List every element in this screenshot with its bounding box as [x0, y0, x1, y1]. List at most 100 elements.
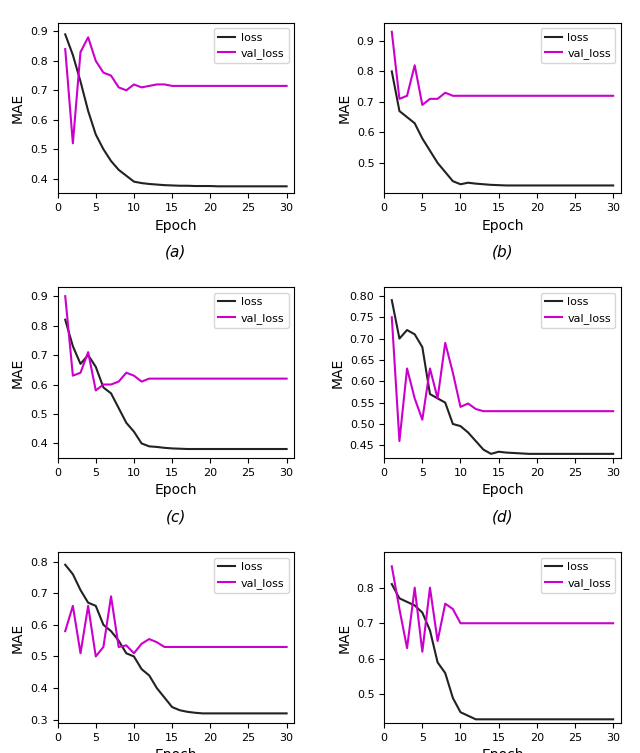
loss — [61, 30, 69, 39]
val_loss — [434, 394, 442, 403]
val_loss — [472, 404, 479, 413]
loss — [275, 444, 283, 453]
loss — [244, 444, 252, 453]
loss — [419, 343, 426, 352]
loss — [107, 157, 115, 166]
val_loss — [548, 619, 556, 628]
val_loss — [609, 91, 617, 100]
val_loss — [184, 374, 191, 383]
val_loss — [479, 91, 487, 100]
loss — [84, 351, 92, 360]
loss — [495, 715, 502, 724]
val_loss — [442, 88, 449, 97]
val_loss — [92, 56, 100, 66]
loss — [571, 450, 579, 459]
val_loss — [403, 644, 411, 653]
val_loss — [518, 91, 525, 100]
val_loss — [221, 642, 229, 651]
loss — [419, 608, 426, 617]
loss — [176, 444, 184, 453]
loss — [579, 450, 586, 459]
loss — [548, 715, 556, 724]
Text: (a): (a) — [165, 245, 187, 260]
val_loss — [283, 642, 291, 651]
val_loss — [275, 374, 283, 383]
loss — [77, 586, 84, 595]
loss — [61, 316, 69, 325]
X-axis label: Epoch: Epoch — [155, 218, 197, 233]
loss — [61, 560, 69, 569]
val_loss — [388, 27, 396, 36]
val_loss — [541, 619, 548, 628]
loss — [442, 398, 449, 407]
loss — [191, 709, 199, 718]
loss — [100, 383, 108, 392]
val_loss — [69, 602, 77, 611]
val_loss — [244, 374, 252, 383]
loss — [602, 181, 609, 190]
loss — [252, 181, 260, 191]
val_loss — [602, 619, 609, 628]
val_loss — [586, 407, 594, 416]
loss — [115, 636, 122, 645]
val_loss — [442, 338, 449, 347]
val_loss — [518, 407, 525, 416]
val_loss — [153, 638, 161, 647]
val_loss — [464, 399, 472, 408]
loss — [221, 181, 229, 191]
Y-axis label: MAE: MAE — [337, 622, 351, 653]
val_loss — [130, 80, 138, 89]
loss — [388, 296, 396, 305]
val_loss — [153, 80, 161, 89]
val_loss — [138, 377, 145, 386]
loss — [403, 597, 411, 606]
loss — [518, 715, 525, 724]
loss — [479, 715, 487, 724]
val_loss — [472, 619, 479, 628]
loss — [237, 181, 244, 191]
val_loss — [495, 91, 502, 100]
val_loss — [130, 371, 138, 380]
loss — [586, 450, 594, 459]
loss — [487, 715, 495, 724]
val_loss — [122, 86, 130, 95]
val_loss — [252, 642, 260, 651]
loss — [268, 444, 275, 453]
val_loss — [130, 649, 138, 658]
val_loss — [518, 619, 525, 628]
val_loss — [411, 61, 419, 70]
val_loss — [92, 652, 100, 661]
Legend: loss, val_loss: loss, val_loss — [541, 28, 615, 63]
val_loss — [207, 81, 214, 90]
val_loss — [214, 642, 221, 651]
val_loss — [115, 83, 122, 92]
val_loss — [145, 374, 153, 383]
loss — [533, 181, 541, 190]
val_loss — [419, 100, 426, 109]
loss — [107, 389, 115, 398]
val_loss — [161, 642, 168, 651]
Text: (d): (d) — [492, 509, 513, 524]
val_loss — [244, 81, 252, 90]
val_loss — [161, 80, 168, 89]
loss — [207, 181, 214, 191]
val_loss — [260, 81, 268, 90]
loss — [426, 626, 434, 635]
val_loss — [237, 642, 244, 651]
loss — [609, 181, 617, 190]
val_loss — [479, 407, 487, 416]
val_loss — [411, 394, 419, 403]
loss — [252, 444, 260, 453]
val_loss — [207, 374, 214, 383]
val_loss — [388, 312, 396, 322]
loss — [244, 181, 252, 191]
loss — [268, 709, 275, 718]
loss — [176, 181, 184, 191]
val_loss — [77, 368, 84, 377]
val_loss — [411, 583, 419, 592]
loss — [214, 709, 221, 718]
val_loss — [579, 619, 586, 628]
loss — [479, 180, 487, 189]
val_loss — [586, 91, 594, 100]
Line: loss: loss — [392, 584, 613, 719]
